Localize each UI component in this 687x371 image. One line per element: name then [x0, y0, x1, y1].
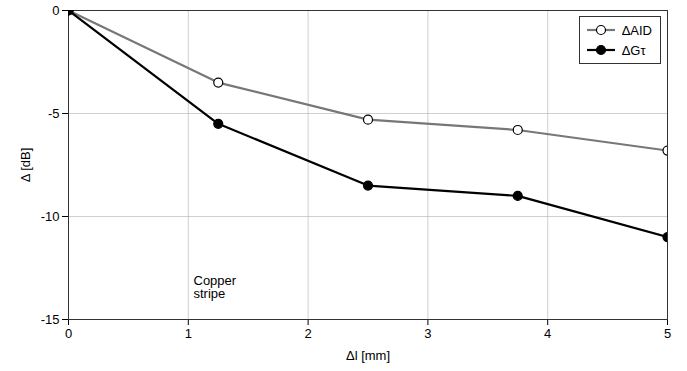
html-text:ΔGτ: ΔGτ — [621, 42, 646, 58]
svg-text:3: 3 — [424, 326, 431, 341]
svg-text:-10: -10 — [41, 209, 60, 224]
svg-text:2: 2 — [304, 326, 311, 341]
svg-text:Copperstripe: Copperstripe — [194, 273, 237, 301]
svg-text:Δl [mm]: Δl [mm] — [346, 348, 390, 363]
svg-text:1: 1 — [185, 326, 192, 341]
svg-text:-15: -15 — [41, 312, 60, 327]
svg-text:0: 0 — [65, 326, 72, 341]
svg-text:-5: -5 — [48, 106, 60, 121]
html-text:ΔAID: ΔAID — [621, 22, 652, 38]
svg-text:Δ [dB]: Δ [dB] — [18, 148, 33, 183]
svg-text:4: 4 — [544, 326, 551, 341]
svg-text:0: 0 — [52, 3, 59, 18]
svg-text:5: 5 — [664, 326, 671, 341]
